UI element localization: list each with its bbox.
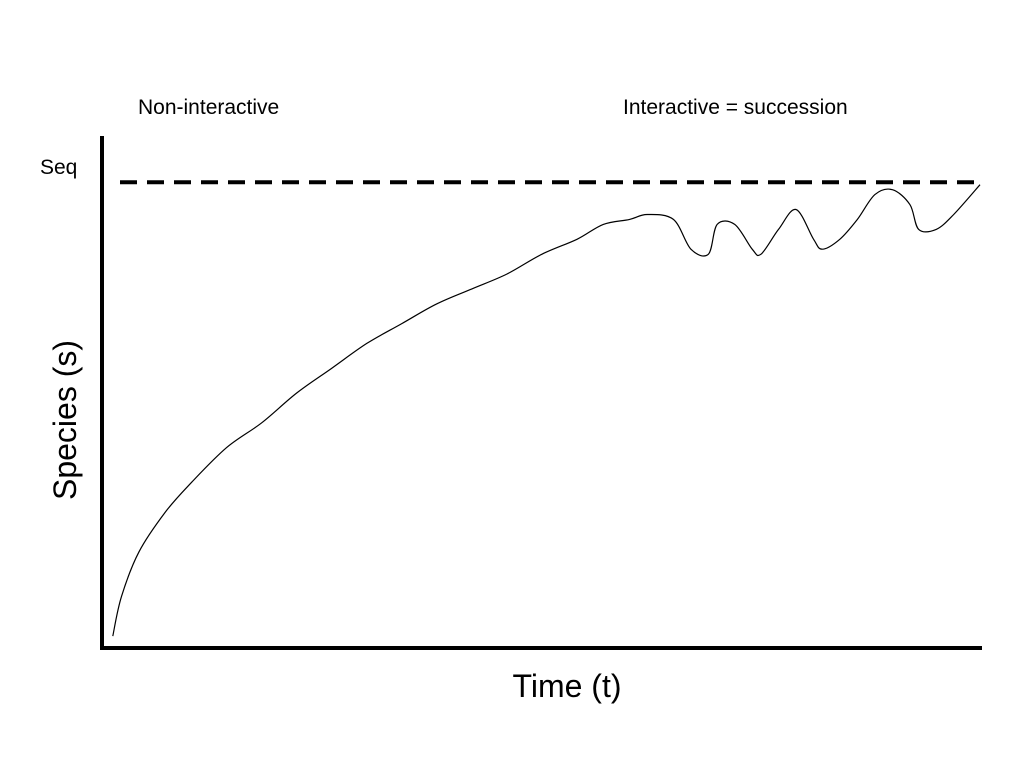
x-axis-title: Time (t) [512, 668, 621, 704]
annotation-interactive-succession: Interactive = succession [623, 96, 848, 119]
y-axis-title: Species (s) [47, 340, 83, 500]
reference-line-label: Seq [40, 156, 77, 179]
annotation-non-interactive: Non-interactive [138, 96, 279, 119]
series-line [112, 184, 981, 637]
